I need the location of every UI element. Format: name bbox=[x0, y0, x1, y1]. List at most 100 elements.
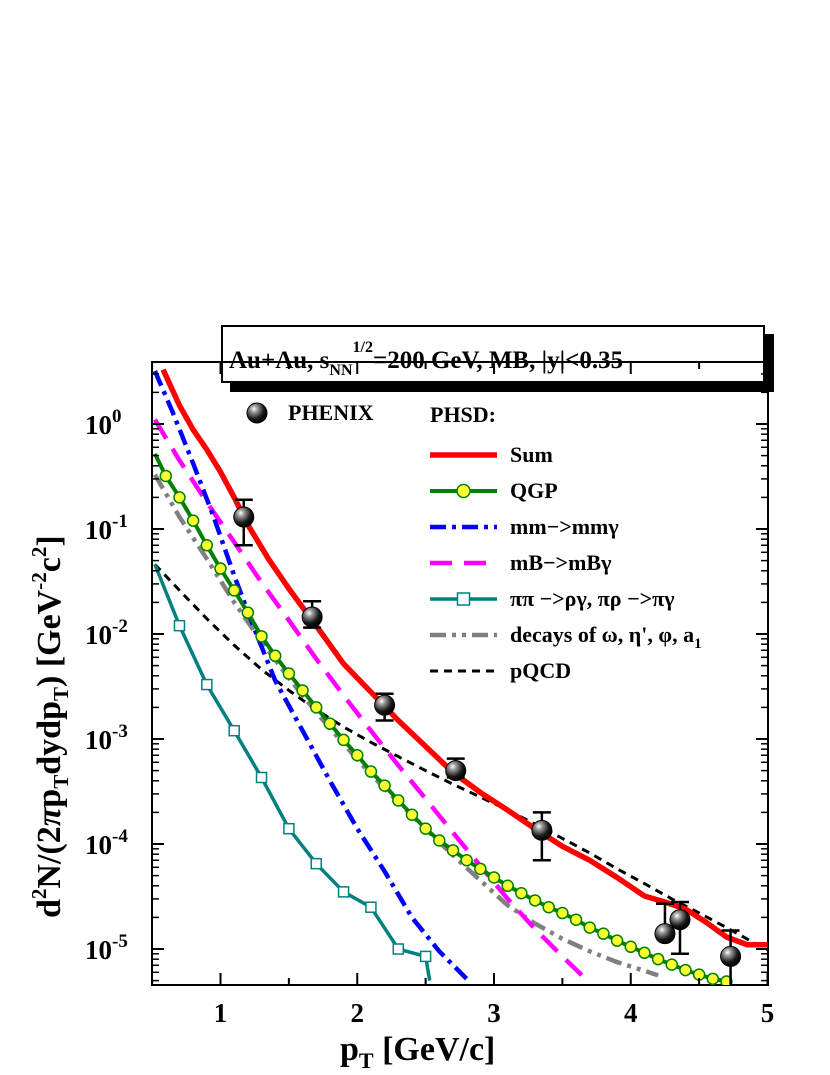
y-tick-label: 10-5 bbox=[85, 931, 128, 965]
x-axis-title-sub: T bbox=[359, 1048, 374, 1073]
y-title-p: p bbox=[31, 789, 68, 808]
y-title-close: ] bbox=[31, 535, 68, 546]
legend-label-qgp: QGP bbox=[510, 478, 558, 503]
y-title-exp-c: 2 bbox=[27, 547, 51, 558]
qgp-marker bbox=[665, 958, 679, 971]
x-axis-title-main: p bbox=[340, 1031, 359, 1068]
y-tick-label-exponent: -4 bbox=[112, 826, 128, 847]
qgp-marker bbox=[528, 894, 542, 907]
chart-title-box: Au+Au, sNN1/2=200 GeV, MB, |y|<0.35 bbox=[221, 325, 774, 392]
phenix-data-point bbox=[654, 923, 676, 945]
qgp-marker bbox=[214, 562, 227, 575]
qgp-marker bbox=[460, 854, 473, 867]
qgp-marker bbox=[638, 946, 651, 960]
phenix-data-point bbox=[374, 694, 396, 716]
qgp-marker bbox=[241, 606, 255, 619]
qgp-marker bbox=[309, 701, 323, 714]
pipi-marker bbox=[201, 678, 213, 691]
phenix-data-point bbox=[233, 506, 255, 528]
qgp-marker bbox=[569, 913, 583, 926]
y-title-sub-t1: T bbox=[49, 775, 73, 789]
legend: PHENIX PHSD: Sum QGP mm−>mmγ mB−>mBγ ππ −>ργ, … bbox=[246, 400, 702, 683]
y-tick-label: 10-2 bbox=[85, 616, 128, 650]
legend-label-text: decays of ω, η', φ, a bbox=[510, 622, 694, 647]
qgp-marker bbox=[364, 765, 378, 778]
y-tick-label-base: 10 bbox=[85, 620, 112, 650]
legend-label-text: ππ −>ργ, πρ −>πγ bbox=[510, 586, 674, 611]
y-tick-label-base: 10 bbox=[85, 725, 112, 755]
x-tick-label: 5 bbox=[761, 998, 775, 1028]
x-tick-label: 4 bbox=[624, 998, 638, 1028]
qgp-marker bbox=[597, 927, 610, 940]
y-tick-label-exponent: -2 bbox=[112, 616, 128, 637]
qgp-marker bbox=[173, 491, 186, 504]
legend-phenix-label: PHENIX bbox=[288, 400, 374, 425]
legend-label-sum: Sum bbox=[510, 442, 553, 467]
y-title-dydp: dydp bbox=[31, 701, 68, 775]
phenix-data-point bbox=[531, 819, 553, 841]
qgp-marker bbox=[583, 921, 596, 934]
chart-title: Au+Au, sNN1/2=200 GeV, MB, |y|<0.35 bbox=[229, 339, 623, 379]
legend-label-pqcd: pQCD bbox=[510, 658, 571, 683]
series-line-sum bbox=[160, 368, 768, 948]
y-title-sup2: 2 bbox=[27, 889, 51, 900]
pipi-marker bbox=[419, 950, 432, 963]
plot-frame bbox=[151, 361, 769, 986]
series-line-qgp bbox=[153, 452, 727, 984]
pipi-marker bbox=[228, 724, 240, 737]
qgp-marker bbox=[542, 900, 555, 914]
series-line-pqcd bbox=[153, 563, 768, 952]
y-tick-label: 100 bbox=[85, 406, 122, 440]
qgp-marker bbox=[392, 794, 405, 807]
x-tick-label: 2 bbox=[351, 998, 365, 1028]
phenix-points-layer bbox=[233, 498, 742, 985]
y-title-exp-gev: -2 bbox=[27, 572, 51, 590]
y-title-sub-t2: T bbox=[49, 687, 73, 701]
qgp-marker bbox=[227, 584, 241, 597]
legend-qgp-marker bbox=[456, 483, 471, 499]
series-line-mm bbox=[152, 370, 469, 981]
qgp-marker bbox=[446, 844, 460, 857]
series-layer bbox=[152, 368, 768, 985]
y-tick-label-exponent: -5 bbox=[112, 931, 128, 952]
pipi-marker bbox=[365, 901, 377, 913]
legend-label-decays: decays of ω, η', φ, a1 bbox=[510, 622, 702, 652]
legend-pipi-marker bbox=[456, 592, 471, 606]
title-part-1: Au+Au, s bbox=[229, 347, 330, 374]
qgp-marker bbox=[651, 952, 665, 966]
qgp-marker bbox=[679, 963, 692, 977]
qgp-marker bbox=[556, 906, 569, 920]
phenix-data-point bbox=[301, 606, 323, 628]
legend-label-text: mm−>mmγ bbox=[510, 514, 619, 539]
qgp-marker bbox=[474, 862, 487, 876]
legend-label-text: QGP bbox=[510, 478, 558, 503]
pipi-marker bbox=[310, 857, 322, 870]
y-title-n: N/(2 bbox=[31, 826, 68, 888]
qgp-marker bbox=[186, 514, 200, 527]
x-axis-title: pT [GeV/c] bbox=[340, 1031, 495, 1073]
qgp-marker bbox=[159, 469, 173, 483]
phenix-data-point bbox=[445, 760, 467, 782]
x-tick-label: 1 bbox=[214, 998, 228, 1028]
title-part-subscript: NN bbox=[329, 362, 353, 379]
series-line-mb bbox=[152, 418, 585, 978]
qgp-marker bbox=[323, 717, 337, 730]
title-part-superscript: 1/2 bbox=[353, 339, 373, 356]
pipi-marker bbox=[255, 771, 268, 784]
title-part-rest: =200 GeV, MB, |y|<0.35 bbox=[373, 347, 623, 374]
legend-label-text: Sum bbox=[510, 442, 553, 467]
legend-phenix-marker bbox=[246, 402, 268, 424]
x-axis-title-unit: [GeV/c] bbox=[374, 1031, 496, 1068]
y-tick-label: 10-3 bbox=[85, 721, 128, 755]
qgp-marker bbox=[200, 539, 214, 552]
y-title-pi: π bbox=[31, 806, 68, 826]
phenix-data-point bbox=[720, 945, 742, 967]
y-axis-title: d2N/(2πpTdydpT) [GeV-2c2] bbox=[27, 535, 73, 918]
legend-phsd-label: PHSD: bbox=[430, 402, 496, 427]
qgp-marker bbox=[515, 886, 528, 900]
x-tick-label: 3 bbox=[487, 998, 501, 1028]
y-tick-label-exponent: 0 bbox=[112, 406, 122, 427]
y-tick-label-exponent: -3 bbox=[112, 721, 128, 742]
y-tick-label-base: 10 bbox=[85, 935, 112, 965]
